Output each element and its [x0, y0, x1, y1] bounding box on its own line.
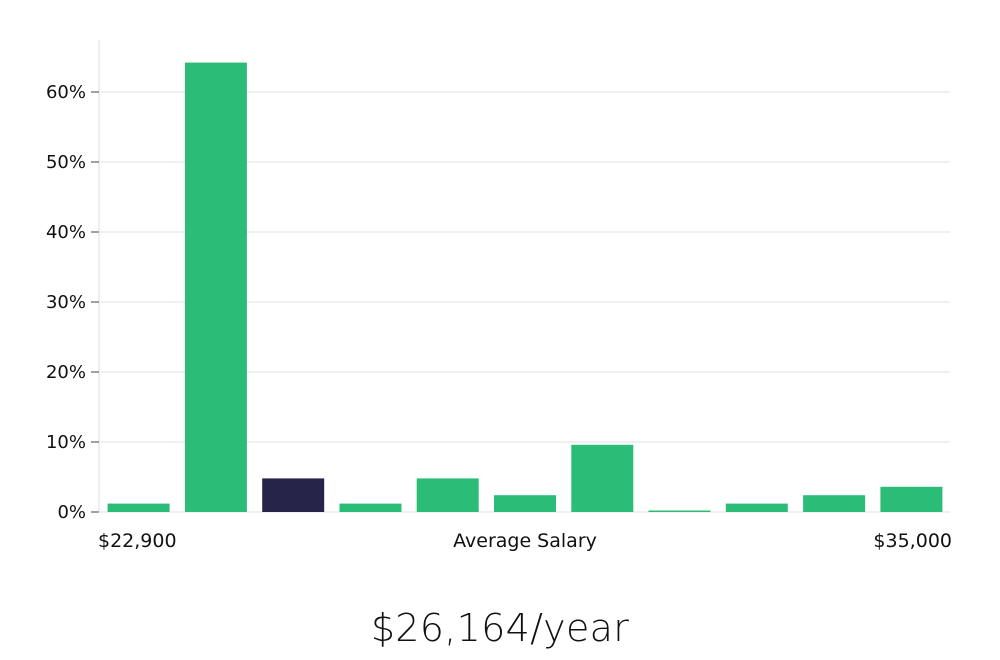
bar-6[interactable] — [571, 444, 634, 512]
bar-8[interactable] — [725, 503, 788, 512]
x-max-label: $35,000 — [873, 530, 952, 552]
salary-histogram: 0% 10% 20% 30% 40% 50% 60% $22,900 Average Sal… — [46, 40, 952, 552]
y-tick-label-40: 40% — [46, 222, 86, 243]
y-tick-labels: 0% 10% 20% 30% 40% 50% 60% — [46, 82, 99, 523]
bar-1[interactable] — [184, 62, 247, 512]
y-tick-label-10: 10% — [46, 432, 86, 453]
y-tick-label-30: 30% — [46, 292, 86, 313]
y-tick-label-20: 20% — [46, 362, 86, 383]
y-tick-label-60: 60% — [46, 82, 86, 103]
bars — [107, 62, 943, 513]
bar-5[interactable] — [494, 495, 556, 512]
x-axis-title: Average Salary — [453, 530, 597, 552]
x-min-label: $22,900 — [98, 530, 177, 552]
y-tick-label-50: 50% — [46, 152, 86, 173]
bar-10[interactable] — [880, 486, 943, 512]
bar-0[interactable] — [107, 503, 170, 512]
bar-7[interactable] — [648, 510, 711, 513]
bar-9[interactable] — [803, 495, 866, 512]
average-salary-value: $26,164/year — [370, 606, 630, 650]
bar-4[interactable] — [416, 478, 479, 512]
y-tick-label-0: 0% — [57, 502, 86, 523]
bar-highlighted[interactable] — [262, 478, 325, 512]
bar-3[interactable] — [339, 503, 402, 512]
